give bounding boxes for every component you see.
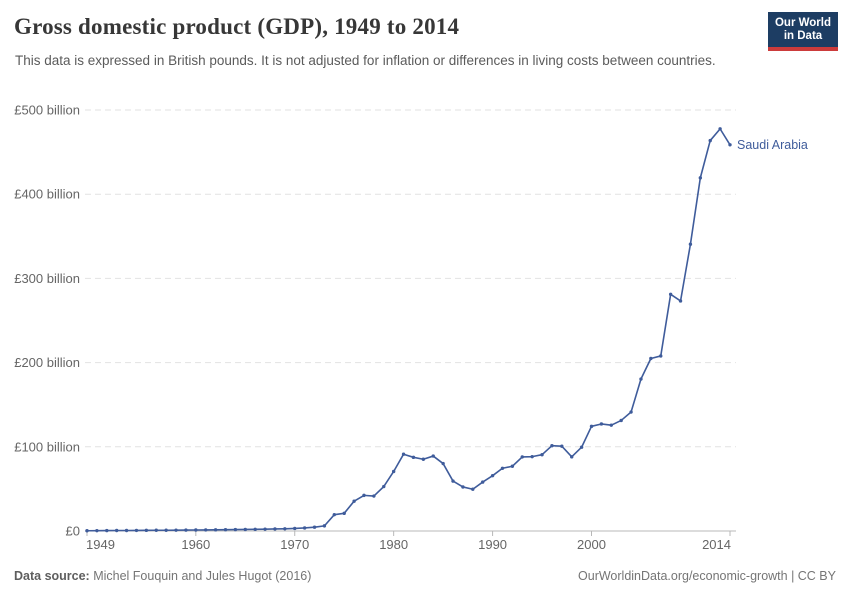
data-point: [382, 484, 386, 489]
data-point: [708, 138, 712, 143]
y-axis-label: £500 billion: [14, 103, 80, 118]
data-source-value: Michel Fouquin and Jules Hugot (2016): [89, 569, 312, 583]
data-point: [95, 528, 99, 533]
x-axis-label: 2000: [577, 537, 606, 552]
x-axis-label: 1980: [379, 537, 408, 552]
data-source-label: Data source:: [14, 569, 90, 583]
data-point: [411, 455, 416, 460]
data-point: [560, 444, 564, 448]
data-point: [204, 528, 208, 532]
data-point: [471, 487, 475, 491]
owid-logo-line2: in Data: [783, 30, 823, 42]
owid-logo-line1: Our World: [774, 17, 831, 29]
data-point: [322, 524, 327, 528]
data-point: [570, 455, 574, 459]
data-point: [401, 452, 406, 456]
data-point: [184, 528, 188, 532]
x-axis-label: 1960: [181, 537, 210, 552]
data-point: [312, 525, 317, 529]
data-point: [293, 526, 297, 531]
data-point: [164, 528, 168, 532]
y-axis-label: £0: [66, 524, 80, 539]
data-point: [698, 176, 703, 180]
data-point: [124, 528, 129, 533]
data-point: [609, 423, 613, 427]
data-point: [550, 444, 554, 448]
data-point: [599, 422, 604, 426]
data-point: [352, 499, 356, 503]
data-point: [154, 528, 158, 532]
data-point: [174, 528, 178, 532]
data-point: [243, 527, 247, 532]
x-axis-label: 1970: [280, 537, 309, 552]
y-axis-label: £400 billion: [14, 187, 80, 202]
data-point: [728, 143, 732, 147]
data-point: [659, 354, 663, 358]
data-point: [490, 473, 495, 478]
data-point: [253, 527, 257, 532]
data-point: [134, 528, 139, 533]
data-point: [579, 445, 584, 449]
chart-subtitle: This data is expressed in British pounds…: [15, 53, 716, 68]
chart-footer: Data source: Michel Fouquin and Jules Hu…: [14, 569, 836, 583]
data-point: [718, 127, 722, 131]
data-point: [362, 493, 366, 498]
data-point: [678, 299, 683, 303]
series-end-label: Saudi Arabia: [737, 138, 808, 152]
data-point: [421, 457, 426, 461]
data-point: [510, 464, 515, 468]
data-point: [530, 454, 534, 459]
data-point: [520, 455, 524, 459]
data-point: [283, 527, 287, 531]
data-point: [461, 485, 465, 489]
data-point: [589, 424, 594, 429]
data-point: [263, 527, 267, 531]
data-point: [213, 528, 218, 532]
owid-url-link[interactable]: OurWorldinData.org/economic-growth | CC …: [578, 569, 836, 583]
x-axis-label: 2014: [702, 537, 731, 552]
data-point: [144, 528, 149, 533]
y-axis-label: £300 billion: [14, 271, 80, 286]
data-point: [619, 418, 623, 423]
data-point: [372, 494, 376, 498]
data-point: [480, 480, 485, 484]
data-point: [105, 528, 109, 533]
data-point: [85, 529, 89, 533]
data-point: [194, 528, 198, 532]
data-point: [441, 461, 445, 466]
data-point: [668, 292, 673, 297]
x-axis-label: 1949: [86, 537, 115, 552]
data-point: [273, 527, 277, 531]
data-point: [431, 454, 435, 458]
data-point: [540, 453, 544, 457]
data-point: [223, 528, 228, 532]
series-line-saudi-arabia: [86, 128, 731, 532]
data-point: [342, 511, 346, 516]
x-axis-label: 1990: [478, 537, 507, 552]
data-point: [391, 469, 396, 474]
data-point: [649, 356, 653, 361]
page-title: Gross domestic product (GDP), 1949 to 20…: [14, 14, 460, 39]
data-point: [114, 528, 119, 533]
data-point: [302, 526, 307, 530]
data-point: [451, 479, 455, 483]
data-point: [688, 242, 693, 246]
data-point: [500, 466, 505, 470]
owid-logo[interactable]: Our World in Data: [768, 12, 838, 51]
data-point: [639, 377, 643, 381]
data-point: [233, 527, 238, 532]
data-source: Data source: Michel Fouquin and Jules Hu…: [14, 569, 311, 583]
y-axis-label: £200 billion: [14, 355, 80, 370]
data-point: [332, 512, 337, 517]
data-point: [629, 410, 633, 414]
y-axis-label: £100 billion: [14, 439, 80, 454]
